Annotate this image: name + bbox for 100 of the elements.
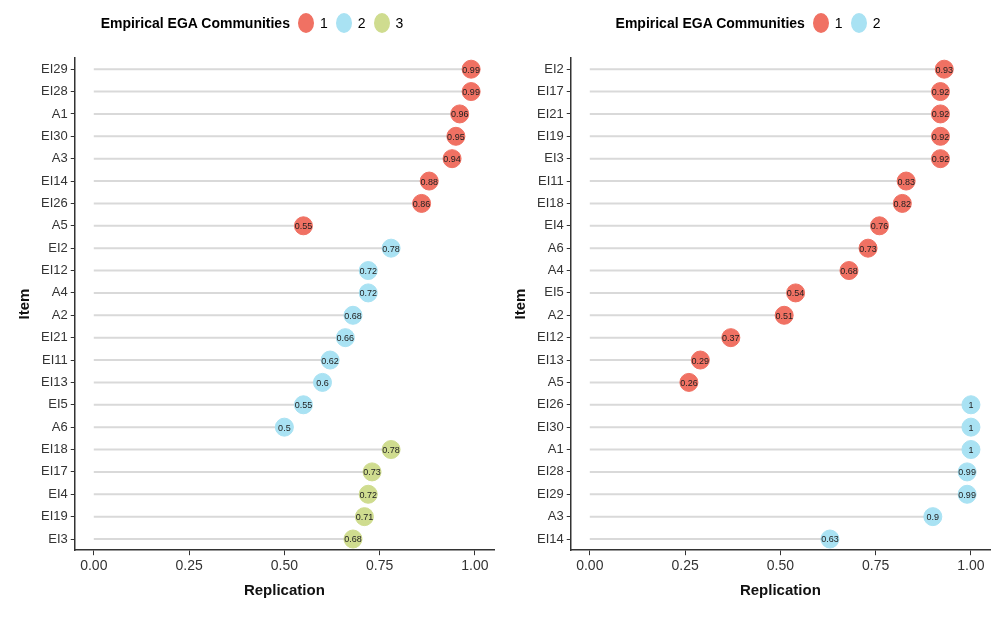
data-label: 1	[968, 445, 974, 456]
data-label: 0.66	[336, 333, 355, 344]
y-tick-label: A1	[547, 441, 564, 457]
y-tick-label: A6	[547, 239, 564, 255]
data-label: 0.37	[722, 333, 740, 344]
x-tick-label: 1.00	[957, 557, 985, 574]
data-label: 0.9	[926, 512, 940, 523]
data-label: 0.99	[958, 467, 976, 478]
data-label: 0.92	[931, 109, 950, 120]
y-tick-label: A3	[51, 150, 68, 166]
y-tick-label: EI5	[544, 284, 564, 300]
point	[961, 440, 981, 460]
y-tick-label: EI19	[40, 508, 68, 524]
y-tick-label: EI30	[40, 127, 68, 143]
legend-title: Empirical EGA Communities	[615, 15, 805, 31]
y-tick-label: EI26	[40, 195, 68, 210]
data-label: 0.55	[294, 221, 313, 232]
x-tick-label: 0.25	[175, 557, 203, 574]
y-tick-label: EI26	[536, 396, 564, 412]
y-tick-label: A2	[547, 306, 564, 322]
data-label: 0.76	[870, 221, 889, 232]
y-tick-label: EI28	[536, 463, 564, 479]
data-label: 0.83	[897, 176, 915, 187]
y-tick-label: A2	[51, 306, 68, 322]
y-tick-label: EI3	[544, 150, 564, 166]
data-label: 0.96	[450, 109, 469, 120]
y-tick-label: A3	[547, 508, 564, 524]
y-axis-title: Item	[15, 288, 33, 320]
data-label: 0.94	[443, 154, 461, 165]
y-tick-label: A6	[51, 418, 68, 434]
y-tick-label: EI14	[536, 530, 564, 546]
data-label: 0.78	[382, 445, 400, 456]
y-tick-label: EI17	[536, 83, 564, 99]
data-label: 0.78	[382, 243, 400, 254]
y-tick-label: EI21	[40, 329, 68, 345]
data-label: 0.5	[278, 422, 291, 433]
x-tick-label: 0.00	[576, 557, 604, 574]
legend-label: 3	[395, 15, 404, 31]
y-tick-label: EI13	[40, 373, 68, 389]
data-label: 0.99	[462, 87, 480, 98]
data-label: 0.71	[355, 512, 374, 523]
y-tick-label: EI12	[536, 329, 564, 345]
data-label: 0.72	[359, 489, 377, 500]
data-label: 0.82	[893, 198, 912, 209]
data-label: 0.99	[462, 64, 480, 75]
y-tick-label: EI21	[536, 105, 564, 121]
y-tick-label: A4	[547, 262, 564, 278]
data-label: 0.62	[321, 355, 339, 366]
x-axis-title: Replication	[243, 581, 325, 599]
data-label: 0.93	[935, 64, 954, 75]
data-label: 0.72	[359, 288, 377, 299]
data-label: 0.88	[420, 176, 438, 187]
y-tick-label: EI11	[537, 172, 564, 188]
y-tick-label: A5	[547, 373, 564, 389]
y-tick-label: EI4	[48, 485, 68, 501]
data-label: 0.26	[680, 377, 698, 388]
data-label: 0.63	[821, 534, 839, 545]
data-label: 0.99	[958, 489, 976, 500]
y-tick-label: EI13	[536, 351, 564, 367]
x-tick-label: 1.00	[461, 557, 489, 574]
data-label: 0.73	[363, 467, 381, 478]
y-tick-label: EI29	[40, 60, 68, 76]
data-label: 0.92	[931, 131, 950, 142]
data-label: 0.68	[344, 534, 362, 545]
y-tick-label: EI2	[544, 60, 564, 76]
y-tick-label: EI4	[544, 217, 564, 233]
y-tick-label: EI19	[536, 127, 564, 143]
y-tick-label: EI5	[48, 396, 68, 412]
data-label: 0.55	[294, 400, 313, 411]
y-tick-label: A5	[51, 217, 68, 233]
data-label: 0.29	[691, 355, 710, 366]
x-tick-label: 0.50	[270, 557, 299, 574]
data-label: 0.72	[359, 266, 377, 277]
legend-title: Empirical EGA Communities	[100, 15, 290, 31]
data-label: 0.86	[412, 198, 431, 209]
y-tick-label: EI12	[40, 262, 68, 278]
data-label: 1	[968, 400, 974, 411]
x-tick-label: 0.50	[766, 557, 795, 574]
legend-label: 1	[834, 15, 843, 31]
data-label: 0.51	[775, 310, 793, 321]
y-tick-label: EI30	[536, 418, 564, 434]
y-tick-label: A1	[51, 105, 68, 121]
x-tick-label: 0.75	[862, 557, 890, 574]
x-tick-label: 0.25	[671, 557, 699, 574]
legend-label: 2	[872, 15, 881, 31]
data-label: 0.92	[931, 87, 950, 98]
data-label: 0.54	[786, 288, 805, 299]
data-label: 0.68	[344, 310, 362, 321]
y-tick-label: EI17	[40, 463, 68, 479]
y-tick-label: EI18	[536, 195, 564, 210]
y-tick-label: EI28	[40, 83, 68, 99]
y-tick-label: EI3	[48, 530, 68, 546]
y-tick-label: EI2	[48, 239, 68, 255]
legend-label: 1	[319, 15, 328, 31]
y-tick-label: EI29	[536, 485, 564, 501]
y-tick-label: A4	[51, 284, 68, 300]
x-tick-label: 0.00	[80, 557, 108, 574]
data-label: 1	[968, 422, 974, 433]
point	[961, 395, 981, 415]
data-label: 0.95	[447, 131, 465, 142]
